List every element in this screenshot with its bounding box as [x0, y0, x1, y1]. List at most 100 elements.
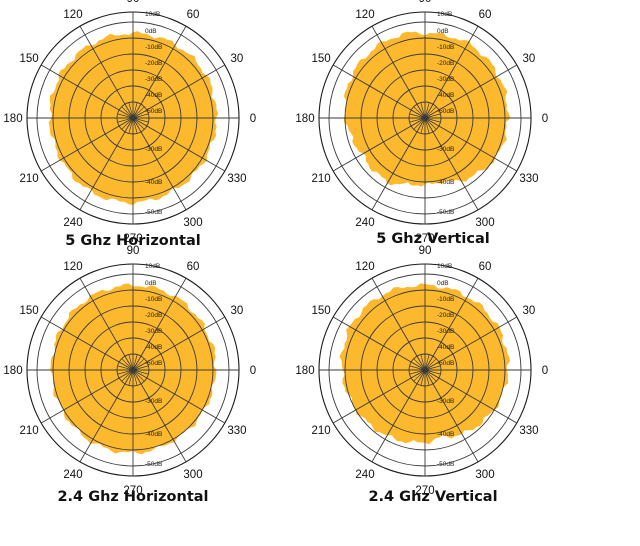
db-ring-label: -40dB — [437, 344, 454, 351]
grid-spoke — [371, 117, 426, 211]
db-ring-label: -10dB — [437, 44, 454, 51]
center-star-spoke — [132, 369, 149, 375]
angle-label: 120 — [63, 261, 82, 273]
grid-spoke — [132, 117, 187, 211]
center-star-spoke — [424, 369, 437, 382]
db-ring-label: 0dB — [437, 280, 449, 287]
center-star-spoke — [128, 354, 134, 371]
angle-label: 270 — [415, 485, 434, 497]
center-star-spoke — [424, 106, 437, 119]
db-ring-label: -20dB — [145, 60, 162, 67]
center-star-spoke — [420, 102, 426, 119]
angle-label: 180 — [295, 113, 314, 125]
angle-label: 30 — [523, 53, 536, 65]
center-star-spoke — [117, 365, 134, 371]
db-ring-label: -50dB — [145, 108, 162, 115]
center-star-spoke — [132, 117, 138, 134]
center-star-spoke — [117, 117, 134, 123]
db-ring-label: -20dB — [145, 312, 162, 319]
db-ring-label: -30dB — [437, 76, 454, 83]
angle-label: 60 — [479, 9, 492, 21]
center-star-spoke — [128, 117, 134, 134]
grid-spoke — [79, 277, 134, 371]
grid-spoke — [40, 316, 134, 371]
db-ring-label: -50dB — [145, 360, 162, 367]
db-ring-label: 0dB — [437, 28, 449, 35]
chart-title: 5 Ghz Vertical — [376, 231, 490, 247]
db-ring-label: -40dB — [437, 179, 454, 186]
center-star-spoke — [420, 117, 426, 134]
angle-label: 30 — [523, 305, 536, 317]
center-star-spoke — [121, 117, 134, 130]
grid-spoke — [40, 117, 134, 172]
center-star-spoke — [409, 369, 426, 375]
grid-spoke — [424, 369, 518, 424]
db-ring-label: -10dB — [437, 296, 454, 303]
grid-spoke — [371, 369, 426, 463]
angle-label: 180 — [295, 365, 314, 377]
grid-spoke — [424, 64, 518, 119]
center-star-spoke — [121, 358, 134, 371]
angle-label: 0 — [250, 113, 256, 125]
center-star-spoke — [424, 117, 430, 134]
center-star-spoke — [424, 358, 437, 371]
center-star-spoke — [121, 106, 134, 119]
angle-label: 150 — [19, 53, 38, 65]
center-star-spoke — [420, 354, 426, 371]
center-star-spoke — [409, 117, 426, 123]
grid-spoke — [424, 316, 518, 371]
center-star-spoke — [132, 354, 138, 371]
grid-spoke — [132, 316, 226, 371]
angle-label: 90 — [127, 245, 140, 257]
angle-label: 270 — [415, 233, 434, 245]
angle-label: 90 — [419, 0, 432, 5]
db-ring-label: -50dB — [145, 209, 162, 216]
angle-label: 60 — [187, 261, 200, 273]
db-ring-label: 10dB — [437, 11, 452, 18]
grid-spoke — [79, 25, 134, 119]
db-ring-label: -40dB — [145, 179, 162, 186]
grid-spoke — [371, 277, 426, 371]
db-ring-label: -20dB — [437, 312, 454, 319]
angle-label: 330 — [227, 173, 246, 185]
grid-spoke — [132, 25, 187, 119]
grid-spoke — [424, 277, 479, 371]
grid-spoke — [332, 64, 426, 119]
angle-label: 60 — [187, 9, 200, 21]
center-star-spoke — [132, 365, 149, 371]
db-ring-label: 10dB — [145, 11, 160, 18]
angle-label: 90 — [127, 0, 140, 5]
db-ring-label: -30dB — [145, 328, 162, 335]
db-ring-label: -40dB — [437, 92, 454, 99]
angle-label: 210 — [311, 173, 330, 185]
angle-label: 30 — [231, 305, 244, 317]
angle-label: 300 — [183, 469, 202, 481]
grid-spoke — [332, 117, 426, 172]
db-ring-label: -30dB — [145, 398, 162, 405]
center-star-spoke — [424, 365, 441, 371]
angle-label: 330 — [227, 425, 246, 437]
center-star-spoke — [121, 369, 134, 382]
center-star-spoke — [117, 369, 134, 375]
angle-label: 210 — [311, 425, 330, 437]
angle-label: 120 — [63, 9, 82, 21]
center-star-spoke — [128, 369, 134, 386]
polar-chart: 906030033030027024021018015012010dB0dB-1… — [295, 0, 548, 247]
center-star-spoke — [424, 369, 441, 375]
angle-label: 240 — [63, 217, 82, 229]
grid-spoke — [424, 25, 479, 119]
angle-label: 0 — [542, 113, 548, 125]
db-ring-label: -40dB — [145, 431, 162, 438]
angle-label: 150 — [19, 305, 38, 317]
grid-spoke — [424, 117, 479, 211]
db-ring-label: -50dB — [145, 461, 162, 468]
center-star-spoke — [132, 369, 138, 386]
db-ring-label: -30dB — [437, 328, 454, 335]
angle-label: 300 — [475, 217, 494, 229]
center-star-spoke — [413, 358, 426, 371]
angle-label: 240 — [63, 469, 82, 481]
db-ring-label: -20dB — [437, 60, 454, 67]
center-star-spoke — [413, 106, 426, 119]
